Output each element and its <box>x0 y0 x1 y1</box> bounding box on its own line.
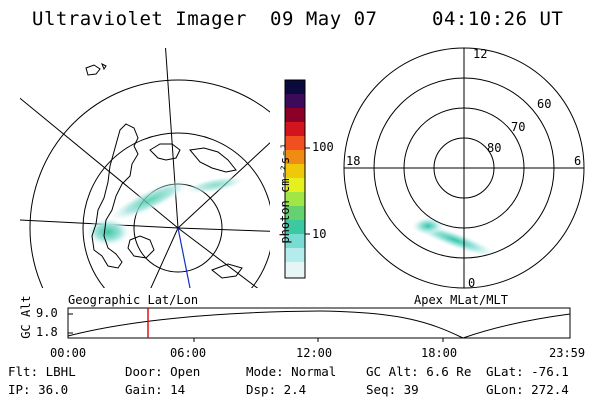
gc-alt-info: GC Alt: 6.6 Re <box>366 364 472 379</box>
timeline-xtick-1800: 18:00 <box>421 346 458 360</box>
timeline-ylabel: GC Alt <box>19 295 33 339</box>
mlt-label-18: 18 <box>346 154 361 168</box>
filter-info: Flt: LBHL <box>8 364 76 379</box>
mode-info: Mode: Normal <box>246 364 337 379</box>
right-panel-label: Apex MLat/MLT <box>414 293 508 307</box>
timeline-xtick-2359: 23:59 <box>549 346 586 360</box>
time-label: 04:10:26 UT <box>432 8 564 30</box>
instrument-title: Ultraviolet Imager <box>32 8 247 30</box>
door-info: Door: Open <box>125 364 201 379</box>
polar-plot <box>343 47 585 289</box>
date-label: 09 May 07 <box>270 8 378 30</box>
dsp-info: Dsp: 2.4 <box>246 382 307 397</box>
glat-info: GLat: -76.1 <box>486 364 569 379</box>
timeline-xtick-0000: 00:00 <box>50 346 87 360</box>
ip-info: IP: 36.0 <box>8 382 69 397</box>
colorbar-tick-10: 10 <box>312 227 327 241</box>
altitude-timeline <box>67 307 571 342</box>
gain-info: Gain: 14 <box>125 382 186 397</box>
mlt-label-0: 0 <box>468 276 476 290</box>
colorbar <box>284 79 310 279</box>
mlt-label-6: 6 <box>574 154 582 168</box>
mlat-label-80: 80 <box>487 141 502 155</box>
timeline-ytick-bottom: 1.8 <box>36 325 58 339</box>
geographic-map <box>20 48 270 288</box>
mlat-label-60: 60 <box>537 97 552 111</box>
timeline-ytick-top: 9.0 <box>36 306 58 320</box>
timeline-xtick-0600: 06:00 <box>170 346 207 360</box>
timeline-xtick-1200: 12:00 <box>296 346 333 360</box>
colorbar-unit-label: photon cm⁻²s⁻¹ <box>278 142 292 244</box>
mlat-label-70: 70 <box>511 120 526 134</box>
left-panel-label: Geographic Lat/Lon <box>68 293 199 307</box>
mlt-label-12: 12 <box>473 47 488 61</box>
satellite-track-line <box>177 227 191 289</box>
glon-info: GLon: 272.4 <box>486 382 569 397</box>
colorbar-tick-100: 100 <box>312 140 334 154</box>
seq-info: Seq: 39 <box>366 382 419 397</box>
